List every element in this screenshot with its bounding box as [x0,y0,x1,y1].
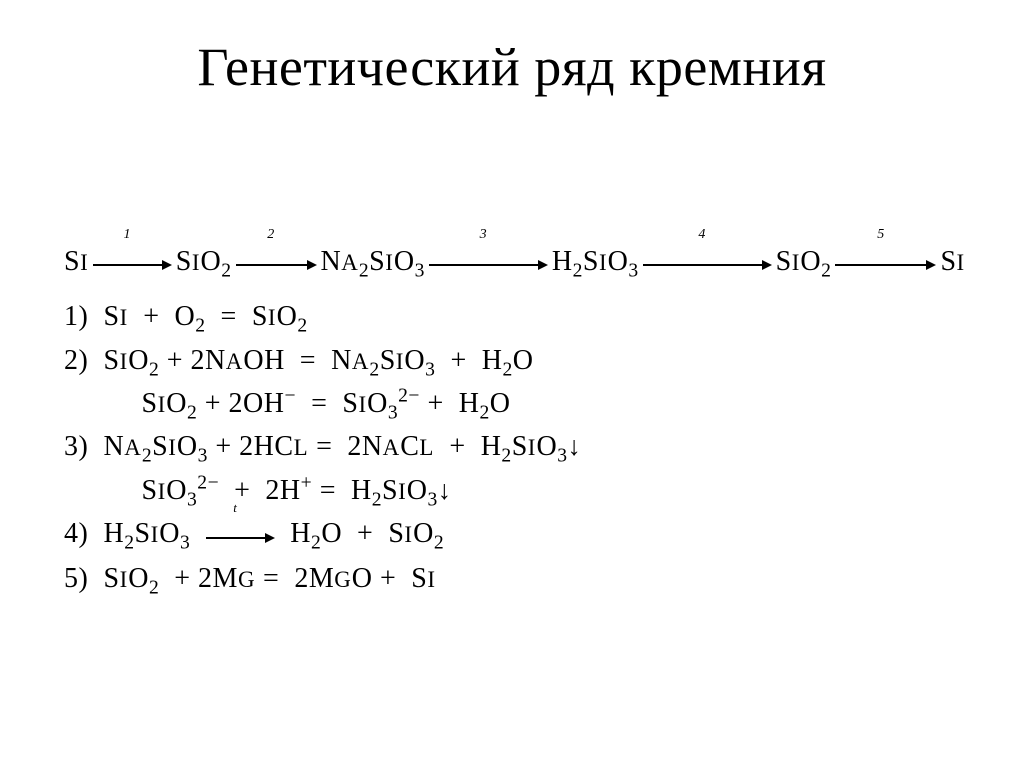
equation-body: SiO2 + 2NaOH = Na2SiO3 + H2O [104,345,534,376]
slide-page: Генетический ряд кремния SI1SIO22NA2SIO3… [0,0,1024,767]
genetic-chain: SI1SIO22NA2SIO33H2SIO34SIO25SI [64,240,964,285]
equation-line: 4) H2SiO3 t H2O + SiO2 [64,512,964,557]
equation-body: Si + O2 = SiO2 [104,301,308,332]
equation-line: 2) SiO2 + 2NaOH = Na2SiO3 + H2O [64,339,964,382]
chain-arrow: 4 [643,242,772,285]
content-block: SI1SIO22NA2SIO33H2SIO34SIO25SI 1) Si + O… [64,240,964,601]
chain-species: SI [940,246,965,277]
equation-body: SiO2 + 2OH− = SiO32− + H2O [104,388,511,419]
chain-arrow-label: 4 [643,224,762,246]
equation-body: SiO2 + 2Mg = 2MgO + Si [104,563,437,594]
chain-species: SIO2 [776,246,832,277]
chain-arrow: 5 [835,242,936,285]
chain-species: NA2SIO3 [321,246,425,277]
equation-number: 3) [64,425,96,468]
equation-line: SiO32− + 2H+ = H2SiO3↓ [64,469,964,512]
page-title: Генетический ряд кремния [0,36,1024,98]
chain-arrow-label: 5 [835,224,926,246]
equation-line: SiO2 + 2OH− = SiO32− + H2O [64,382,964,425]
equation-number: 1) [64,295,96,338]
equation-body: H2SiO3 t H2O + SiO2 [104,518,445,549]
equation-body: SiO32− + 2H+ = H2SiO3↓ [104,475,452,506]
equation-line: 1) Si + O2 = SiO2 [64,295,964,338]
chain-arrow: 1 [93,242,172,285]
equation-body: Na2SiO3 + 2HCl = 2NaCl + H2SiO3↓ [104,431,582,462]
chain-species: H2SIO3 [552,246,639,277]
equation-line: 5) SiO2 + 2Mg = 2MgO + Si [64,557,964,600]
chain-arrow-label: 3 [429,224,538,246]
chain-arrow: 2 [236,242,317,285]
chain-arrow: 3 [429,242,548,285]
chain-species: SI [64,246,89,277]
chain-species: SIO2 [176,246,232,277]
equation-line: 3) Na2SiO3 + 2HCl = 2NaCl + H2SiO3↓ [64,425,964,468]
equation-number: 5) [64,557,96,600]
equations-list: 1) Si + O2 = SiO22) SiO2 + 2NaOH = Na2Si… [64,295,964,601]
chain-arrow-label: 1 [93,224,162,246]
equation-number: 2) [64,339,96,382]
chain-arrow-label: 2 [236,224,307,246]
equation-number: 4) [64,512,96,555]
